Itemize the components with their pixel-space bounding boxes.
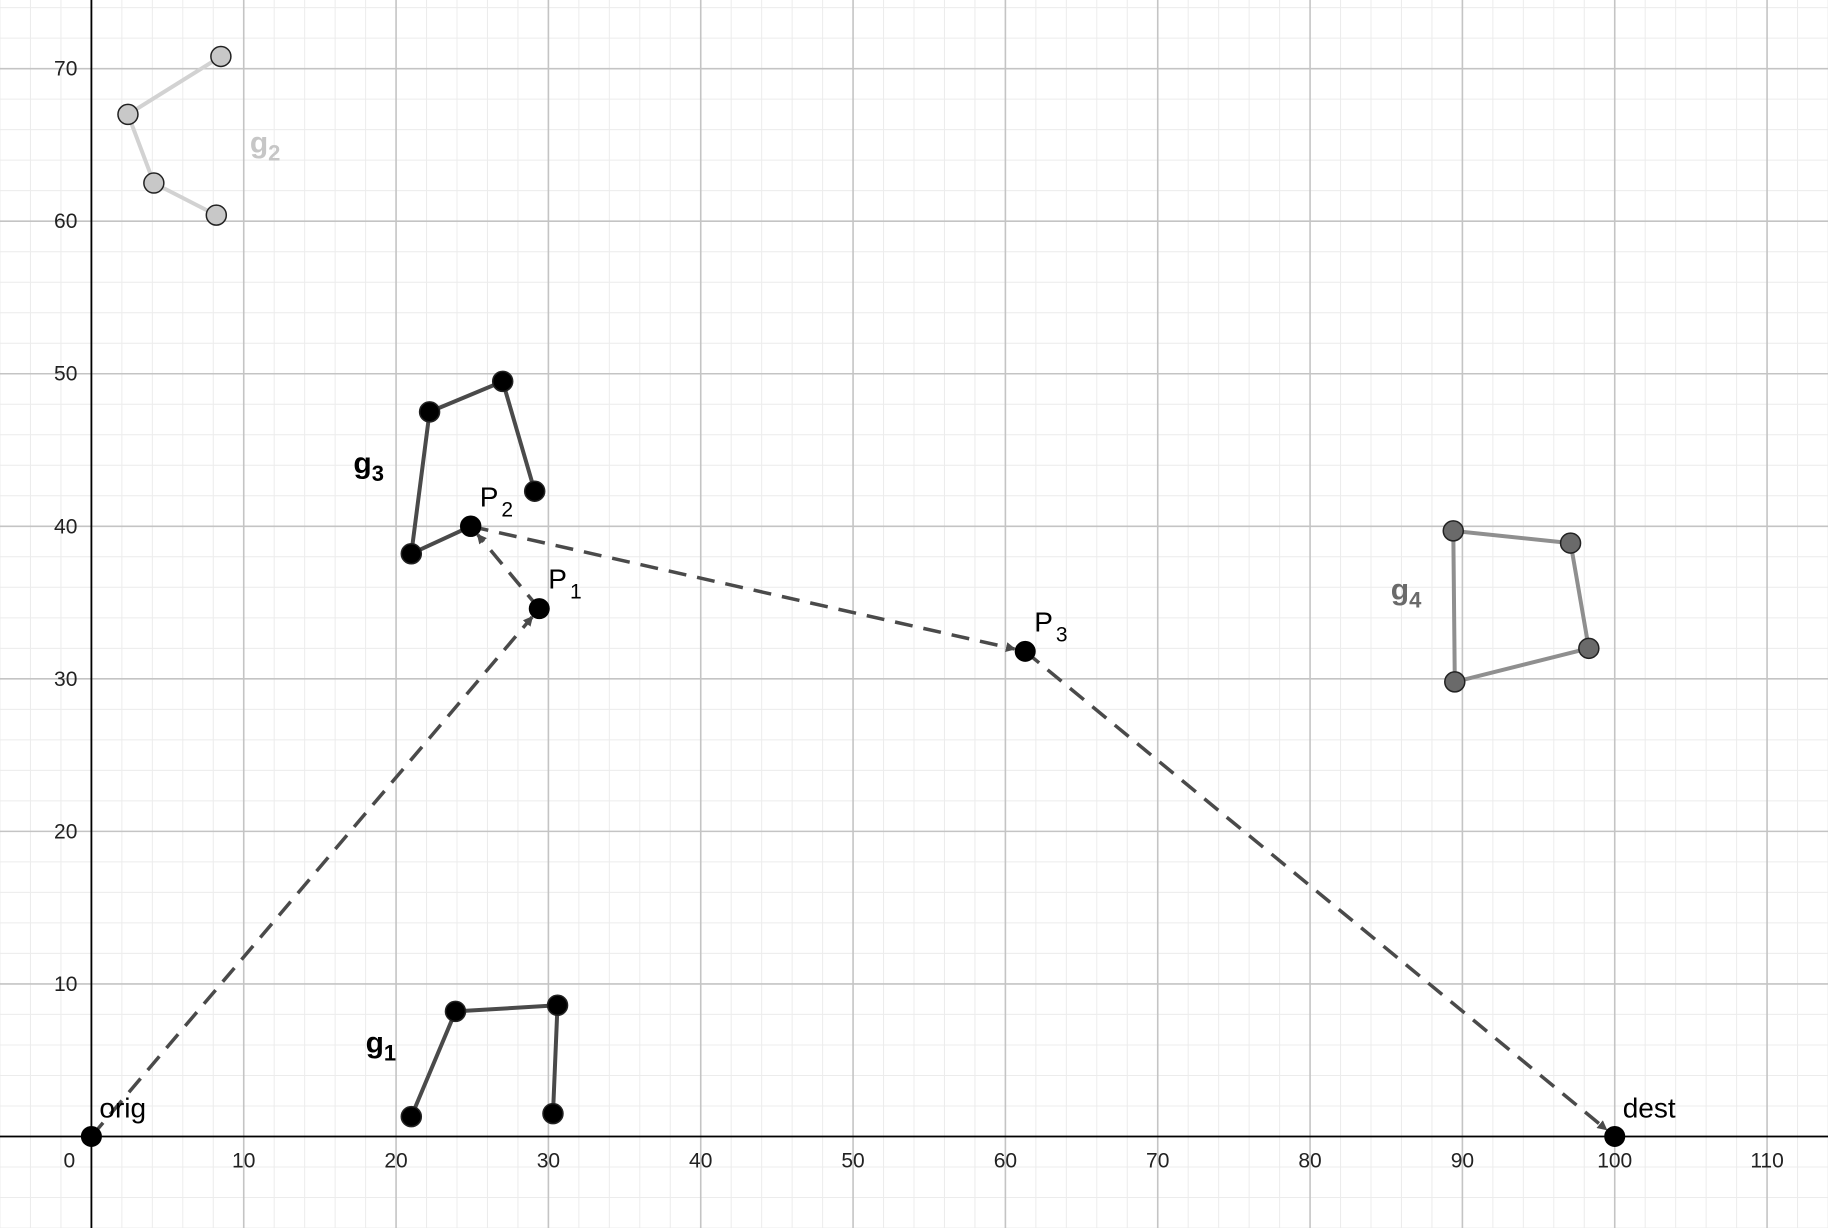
x-tick-label: 10 — [232, 1149, 255, 1172]
x-tick-label: 30 — [537, 1149, 560, 1172]
x-tick-label: 50 — [841, 1149, 864, 1172]
y-tick-label: 50 — [54, 363, 77, 386]
x-tick-label: 110 — [1750, 1149, 1783, 1172]
group-vertex-g4[interactable] — [1444, 671, 1466, 693]
group-vertex-g3[interactable] — [400, 542, 423, 565]
y-tick-label: 40 — [54, 515, 77, 538]
tick-labels: 0 10 20 30 40 50 60 70 80 90 100 110 10 20 30 40 50 60 70 — [54, 58, 1784, 1173]
group-vertex-g4[interactable] — [1442, 520, 1465, 542]
route-point-orig[interactable] — [80, 1125, 102, 1147]
group-label-g3: g3 — [353, 447, 384, 486]
group-vertex-g1[interactable] — [546, 994, 569, 1017]
group-vertex-g3[interactable] — [491, 370, 514, 393]
route-segment-P2-to-P3 — [470, 524, 1016, 652]
group-vertex-g3[interactable] — [523, 480, 546, 502]
y-tick-label: 70 — [54, 58, 77, 81]
route-segment-orig-to-P1 — [90, 615, 534, 1138]
route-path — [90, 524, 1608, 1138]
x-tick-label: 90 — [1451, 1149, 1474, 1172]
group-vertex-g4[interactable] — [1578, 637, 1600, 660]
group-label-g2: g2 — [250, 127, 281, 166]
group-vertex-g3[interactable] — [418, 401, 441, 423]
group-vertex-g1[interactable] — [400, 1105, 423, 1128]
y-tick-label: 10 — [54, 973, 77, 996]
route-point-label-dest: dest — [1623, 1092, 1676, 1123]
x-tick-label: 70 — [1146, 1149, 1169, 1172]
x-tick-label: 80 — [1298, 1149, 1321, 1172]
x-tick-label: 20 — [384, 1149, 407, 1172]
x-tick-label: 100 — [1597, 1149, 1632, 1172]
group-vertex-g1[interactable] — [542, 1102, 564, 1125]
group-g1: g1 — [366, 994, 569, 1128]
group-label-g4: g4 — [1391, 574, 1422, 613]
route-segment-P3-to-dest — [1024, 650, 1608, 1131]
route-point-label-orig: orig — [99, 1092, 146, 1123]
group-vertex-g1[interactable] — [444, 1000, 467, 1023]
route-point-P3[interactable] — [1014, 640, 1036, 662]
y-tick-label: 30 — [54, 668, 77, 691]
polygon-groups: g1 g2 g3 g4 — [117, 45, 1600, 1128]
x-tick-label: 60 — [994, 1149, 1017, 1172]
route-segment-P1-to-P2 — [476, 533, 541, 610]
group-g2: g2 — [117, 45, 281, 226]
y-tick-label: 60 — [54, 210, 77, 233]
route-points: orig P 1 P 2 P 3 dest — [80, 481, 1676, 1147]
route-point-P2[interactable] — [460, 515, 482, 537]
y-tick-label: 20 — [54, 820, 77, 843]
group-vertex-g2[interactable] — [205, 204, 228, 226]
route-point-P1[interactable] — [528, 598, 550, 620]
x-tick-label: 0 — [64, 1149, 76, 1172]
route-point-dest[interactable] — [1604, 1125, 1626, 1147]
group-vertex-g2[interactable] — [210, 45, 232, 68]
group-outline-g1 — [409, 1003, 560, 1118]
group-vertex-g4[interactable] — [1559, 532, 1582, 554]
group-g4: g4 — [1391, 520, 1600, 693]
group-vertex-g2[interactable] — [117, 103, 139, 126]
group-label-g1: g1 — [366, 1027, 397, 1066]
group-vertex-g2[interactable] — [143, 172, 165, 194]
x-tick-label: 40 — [689, 1149, 712, 1172]
group-outline-g2 — [126, 54, 222, 217]
